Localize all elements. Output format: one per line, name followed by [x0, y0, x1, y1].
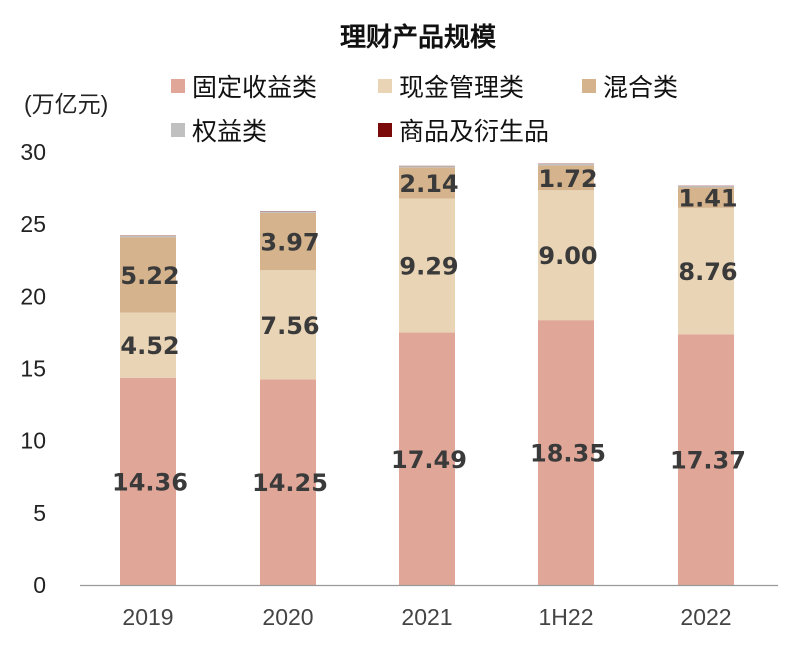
bar-segment-2-0 [399, 332, 455, 585]
legend-label-3: 权益类 [192, 117, 267, 146]
y-tick-label-3: 15 [20, 356, 46, 382]
data-label-0-0: 14.36 [112, 468, 188, 496]
bar-segment-0-0 [120, 377, 176, 585]
bar-segment-0-2 [120, 237, 176, 313]
data-label-1-0: 14.25 [252, 469, 328, 497]
y-tick-label-4: 20 [20, 283, 46, 309]
x-tick-label-2: 2021 [401, 604, 452, 630]
data-label-2-2: 2.14 [399, 170, 458, 198]
legend-swatch-3 [171, 123, 185, 137]
legend-label-1: 现金管理类 [399, 73, 524, 102]
data-label-4-2: 1.41 [678, 185, 737, 213]
legend-swatch-2 [582, 79, 596, 93]
y-tick-label-6: 30 [20, 139, 46, 165]
y-tick-label-0: 0 [33, 572, 46, 598]
bar-segment-1-0 [260, 379, 316, 585]
y-tick-label-1: 5 [33, 500, 46, 526]
data-label-2-1: 9.29 [399, 253, 458, 281]
bars-group: 14.36 4.52 5.22 14.25 7.56 3.97 17.49 9.29 2.14 1… [112, 163, 746, 585]
y-axis-unit-label: (万亿元) [24, 91, 108, 117]
data-label-4-0: 17.37 [670, 447, 746, 475]
legend-swatch-4 [378, 123, 392, 137]
bar-segment-2-3 [399, 166, 455, 168]
legend-label-4: 商品及衍生品 [399, 117, 549, 146]
bar-segment-4-0 [678, 334, 734, 585]
bar-segment-0-1 [120, 312, 176, 378]
y-tick-label-5: 25 [20, 211, 46, 237]
x-tick-label-4: 2022 [680, 604, 731, 630]
bar-segment-3-3 [538, 163, 594, 166]
bar-segment-2-1 [399, 198, 455, 333]
bar-segment-3-2 [538, 165, 594, 191]
data-label-2-0: 17.49 [391, 446, 467, 474]
legend-label-0: 固定收益类 [192, 73, 317, 102]
legend-swatch-0 [171, 79, 185, 93]
data-label-0-2: 5.22 [120, 262, 179, 290]
bar-segment-1-3 [260, 211, 316, 213]
bar-segment-2-2 [399, 167, 455, 199]
bar-segment-4-2 [678, 187, 734, 208]
bar-segment-1-1 [260, 270, 316, 380]
data-label-4-1: 8.76 [678, 258, 737, 286]
data-label-3-2: 1.72 [538, 165, 597, 193]
data-label-1-2: 3.97 [260, 229, 319, 257]
data-label-0-1: 4.52 [120, 332, 179, 360]
x-tick-label-1: 2020 [262, 604, 313, 630]
y-tick-label-2: 10 [20, 428, 46, 454]
bar-segment-4-3 [678, 186, 734, 188]
bar-segment-0-3 [120, 235, 176, 238]
legend-swatch-1 [378, 79, 392, 93]
x-axis: 2019 2020 2021 1H22 2022 [80, 584, 778, 630]
x-tick-label-0: 2019 [122, 604, 173, 630]
legend-label-2: 混合类 [603, 73, 678, 102]
y-axis: 0 5 10 15 20 25 30 [20, 139, 46, 598]
data-label-3-1: 9.00 [538, 242, 597, 270]
bar-segment-4-1 [678, 207, 734, 335]
data-label-1-1: 7.56 [260, 312, 319, 340]
bar-segment-1-2 [260, 212, 316, 271]
data-label-3-0: 18.35 [530, 440, 606, 468]
bar-segment-3-0 [538, 320, 594, 585]
chart-title: 理财产品规模 [340, 23, 497, 53]
x-tick-label-3: 1H22 [539, 604, 594, 630]
bar-segment-3-1 [538, 190, 594, 321]
